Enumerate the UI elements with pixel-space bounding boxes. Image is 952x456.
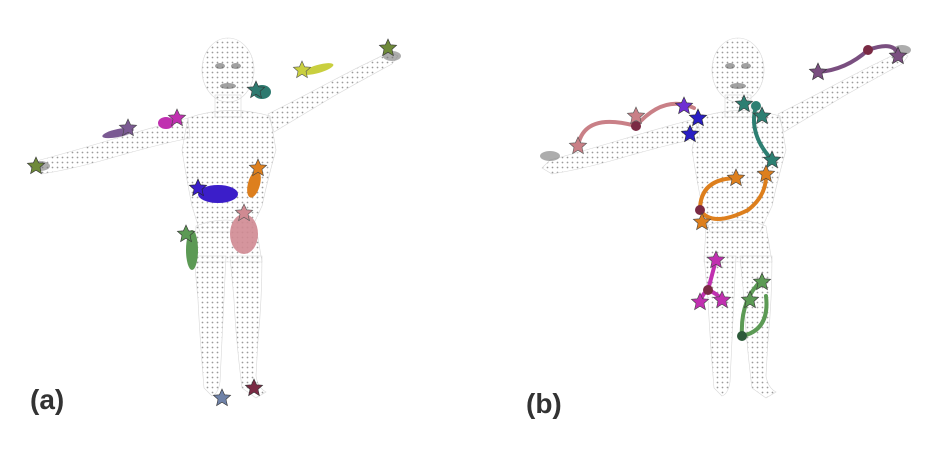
- cluster-indigo-a: [198, 185, 238, 203]
- cluster-yellow-a: [302, 63, 334, 75]
- dot-icon: [703, 285, 713, 295]
- dot-icon: [695, 205, 705, 215]
- dot-icon: [737, 331, 747, 341]
- panel-a: [26, 37, 401, 407]
- panel-a-label: (a): [30, 384, 65, 415]
- cluster-pink-a: [230, 214, 258, 254]
- body-point-cloud-a: [31, 37, 399, 399]
- star-icon: [808, 62, 828, 81]
- dot-icon: [631, 121, 641, 131]
- star-icon: [674, 96, 694, 115]
- panel-b-label: (b): [526, 388, 562, 419]
- cluster-orange-a: [247, 170, 261, 198]
- dot-icon: [863, 45, 873, 55]
- cluster-magenta-a: [158, 117, 174, 129]
- face-shading-b: [725, 63, 751, 89]
- star-icon: [690, 292, 710, 311]
- face-shading-a: [215, 63, 241, 89]
- dot-icon: [751, 101, 761, 111]
- star-icon: [292, 60, 312, 79]
